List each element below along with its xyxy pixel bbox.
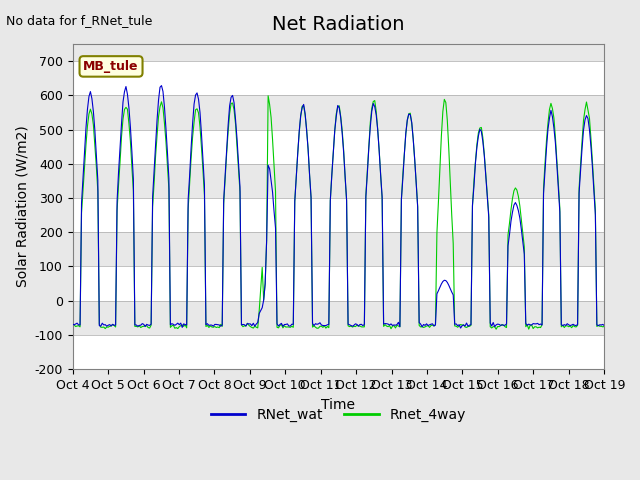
RNet_wat [457,325,465,331]
Rnet_4way [573,323,581,328]
Bar [73,130,604,164]
Rnet_4way [600,324,608,329]
X-axis label: Time: Time [321,397,355,411]
Rnet_4way [303,126,310,132]
RNet_wat [228,93,236,98]
Legend: RNet_wat, Rnet_4way: RNet_wat, Rnet_4way [205,402,472,427]
Bar [73,232,604,266]
Line: Rnet_4way: Rnet_4way [73,96,604,329]
Bar [73,335,604,369]
Rnet_4way [254,325,262,331]
Bar [73,301,604,335]
RNet_wat [600,323,608,328]
RNet_wat [69,321,77,327]
Rnet_4way [264,93,272,99]
Rnet_4way [69,323,77,329]
Rnet_4way [134,324,141,330]
Bar [73,61,604,95]
RNet_wat [134,324,141,329]
RNet_wat [303,128,310,133]
Bar [73,164,604,198]
Bar [73,266,604,301]
Title: Net Radiation: Net Radiation [272,15,404,34]
Text: MB_tule: MB_tule [83,60,139,73]
Y-axis label: Solar Radiation (W/m2): Solar Radiation (W/m2) [15,126,29,288]
Bar [73,95,604,130]
Rnet_4way [245,323,253,328]
Bar [73,198,604,232]
Text: No data for f_RNet_tule: No data for f_RNet_tule [6,14,153,27]
Rnet_4way [227,101,235,107]
RNet_wat [255,311,263,316]
RNet_wat [246,321,254,327]
Line: RNet_wat: RNet_wat [73,85,604,328]
Rnet_4way [492,326,500,332]
RNet_wat [573,322,581,327]
RNet_wat [157,83,165,88]
